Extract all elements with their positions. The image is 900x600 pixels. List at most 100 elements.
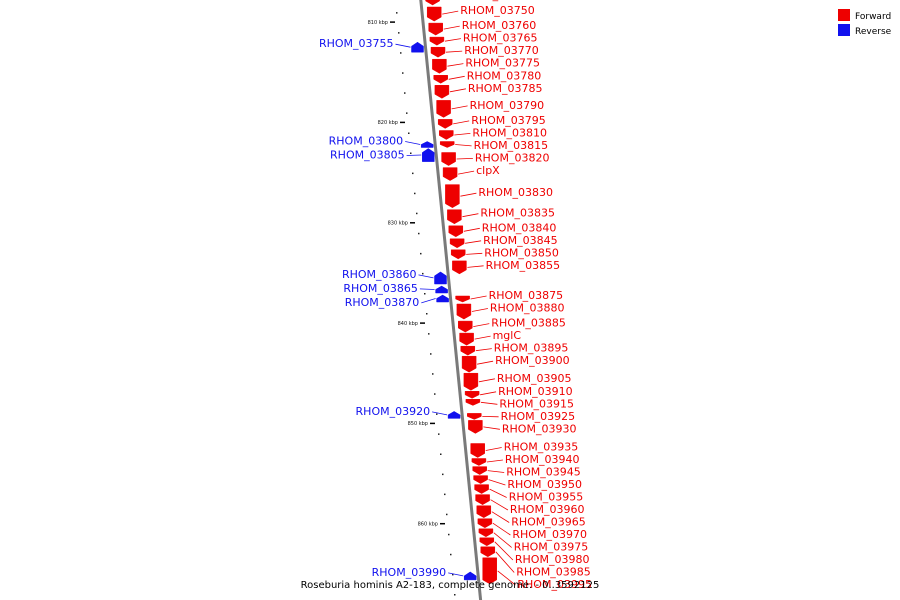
gene-label-leader: [492, 522, 511, 536]
gene-label: RHOM_03865: [343, 282, 418, 295]
gene-label: RHOM_03840: [482, 221, 557, 234]
gene-rhom-03920: [447, 411, 461, 419]
minor-tick: [404, 92, 406, 94]
tick-label: 820 kbp: [378, 120, 398, 126]
gene-rhom-03895: [460, 345, 476, 356]
gene-rhom-03850: [450, 249, 466, 260]
gene-label: RHOM_03750: [460, 4, 535, 17]
gene-rhom-03815: [439, 141, 455, 148]
gene-rhom-03900: [461, 355, 477, 373]
gene-label: RHOM_03810: [472, 126, 547, 139]
gene-rhom-03995: [482, 557, 497, 585]
gene-label-leader: [448, 572, 464, 577]
gene-labels: RHOM_03745 RHOM_03750 RHOM_03760RHOM_03765…: [319, 0, 592, 591]
gene-label: RHOM_03945: [506, 466, 581, 479]
minor-tick: [396, 12, 398, 14]
minor-ticks: [396, 12, 456, 596]
gene-rhom-03965: [476, 505, 492, 518]
minor-tick: [420, 252, 422, 255]
gene-label-leader: [453, 120, 470, 125]
gene-label-leader: [490, 499, 509, 511]
minor-tick: [412, 172, 414, 175]
gene-rhom-03860: [434, 271, 447, 285]
gene-label: RHOM_03935: [504, 441, 579, 454]
gene-label-leader: [442, 10, 459, 15]
gene-label-leader: [489, 488, 507, 498]
gene-label: mglC: [493, 329, 522, 342]
gene-label: RHOM_03965: [511, 516, 586, 529]
minor-tick: [408, 132, 410, 134]
gene-rhom-03975: [478, 528, 494, 538]
gene-clpx: [442, 167, 458, 181]
gene-label: RHOM_03910: [498, 385, 573, 398]
gene-label-leader: [483, 426, 500, 430]
gene-label-leader: [421, 298, 436, 304]
gene-rhom-03985: [480, 546, 496, 558]
gene-rhom-03935: [470, 443, 485, 458]
gene-label-leader: [471, 308, 488, 312]
gene-label-leader: [480, 391, 497, 396]
gene-label: RHOM_03785: [468, 82, 543, 95]
gene-rhom-03905: [463, 372, 479, 391]
minor-tick: [430, 353, 432, 355]
gene-rhom-03970: [477, 518, 493, 529]
gene-label-leader: [467, 265, 484, 268]
gene-label: RHOM_03855: [486, 259, 561, 272]
minor-tick: [450, 553, 452, 556]
minor-tick: [402, 72, 404, 74]
gene-label-leader: [395, 43, 411, 48]
gene-label: RHOM_03860: [342, 268, 417, 281]
gene-label-leader: [462, 213, 479, 218]
gene-rhom-03810: [439, 130, 454, 140]
gene-label: RHOM_03790: [470, 99, 545, 112]
gene-label-leader: [477, 360, 494, 365]
gene-rhom-03885: [458, 320, 473, 333]
gene-label-leader: [473, 323, 490, 327]
tick-label: 830 kbp: [388, 221, 408, 227]
gene-label-leader: [485, 447, 502, 451]
gene-rhom-03765: [429, 36, 445, 46]
gene-label: RHOM_03815: [474, 139, 549, 152]
gene-label: RHOM_03940: [505, 453, 580, 466]
gene-label-leader: [455, 144, 472, 147]
major-ticks: 810 kbp 820 kbp 830 kbp 840 kbp 850 kbp 860 k…: [368, 20, 445, 528]
gene-rhom-03960: [475, 494, 490, 505]
gene-label: RHOM_03980: [515, 553, 590, 566]
gene-rhom-03750: [426, 6, 442, 22]
gene-rhom-03865: [435, 285, 448, 294]
gene-label-leader: [486, 459, 503, 463]
gene-rhom-03835: [447, 209, 462, 225]
minor-tick: [428, 333, 430, 335]
tick-label: 850 kbp: [408, 421, 428, 427]
gene-label-leader: [456, 158, 473, 160]
gene-label: RHOM_03895: [494, 342, 569, 355]
gene-label: RHOM_03900: [495, 354, 570, 367]
minor-tick: [414, 192, 416, 195]
minor-tick: [440, 453, 442, 455]
gene-rhom-03780: [433, 75, 448, 84]
gene-label: RHOM_03765: [463, 32, 538, 45]
minor-tick: [438, 433, 440, 435]
gene-label: clpX: [476, 164, 500, 177]
gene-label-leader: [447, 63, 464, 67]
gene-label: RHOM_03970: [512, 528, 587, 541]
gene-rhom-03930: [468, 420, 483, 434]
genome-caption: Roseburia hominis A2-183, complete genom…: [301, 580, 600, 591]
gene-label-leader: [487, 470, 505, 473]
minor-tick: [426, 313, 428, 315]
gene-rhom-03795: [437, 119, 453, 129]
gene-label: RHOM_03955: [509, 491, 584, 504]
gene-rhom-03940: [471, 458, 487, 466]
gene-label: RHOM_03755: [319, 37, 394, 50]
gene-rhom-03785: [434, 85, 450, 99]
gene-label: RHOM_03920: [356, 405, 431, 418]
gene-rhom-03855: [452, 260, 467, 275]
minor-tick: [410, 152, 412, 154]
gene-rhom-03925: [467, 413, 482, 420]
minor-tick: [432, 373, 434, 375]
minor-tick: [452, 573, 454, 576]
gene-rhom-03775: [432, 58, 447, 74]
gene-label-leader: [478, 378, 495, 383]
minor-tick: [422, 272, 424, 275]
gene-label: RHOM_03835: [480, 207, 555, 220]
